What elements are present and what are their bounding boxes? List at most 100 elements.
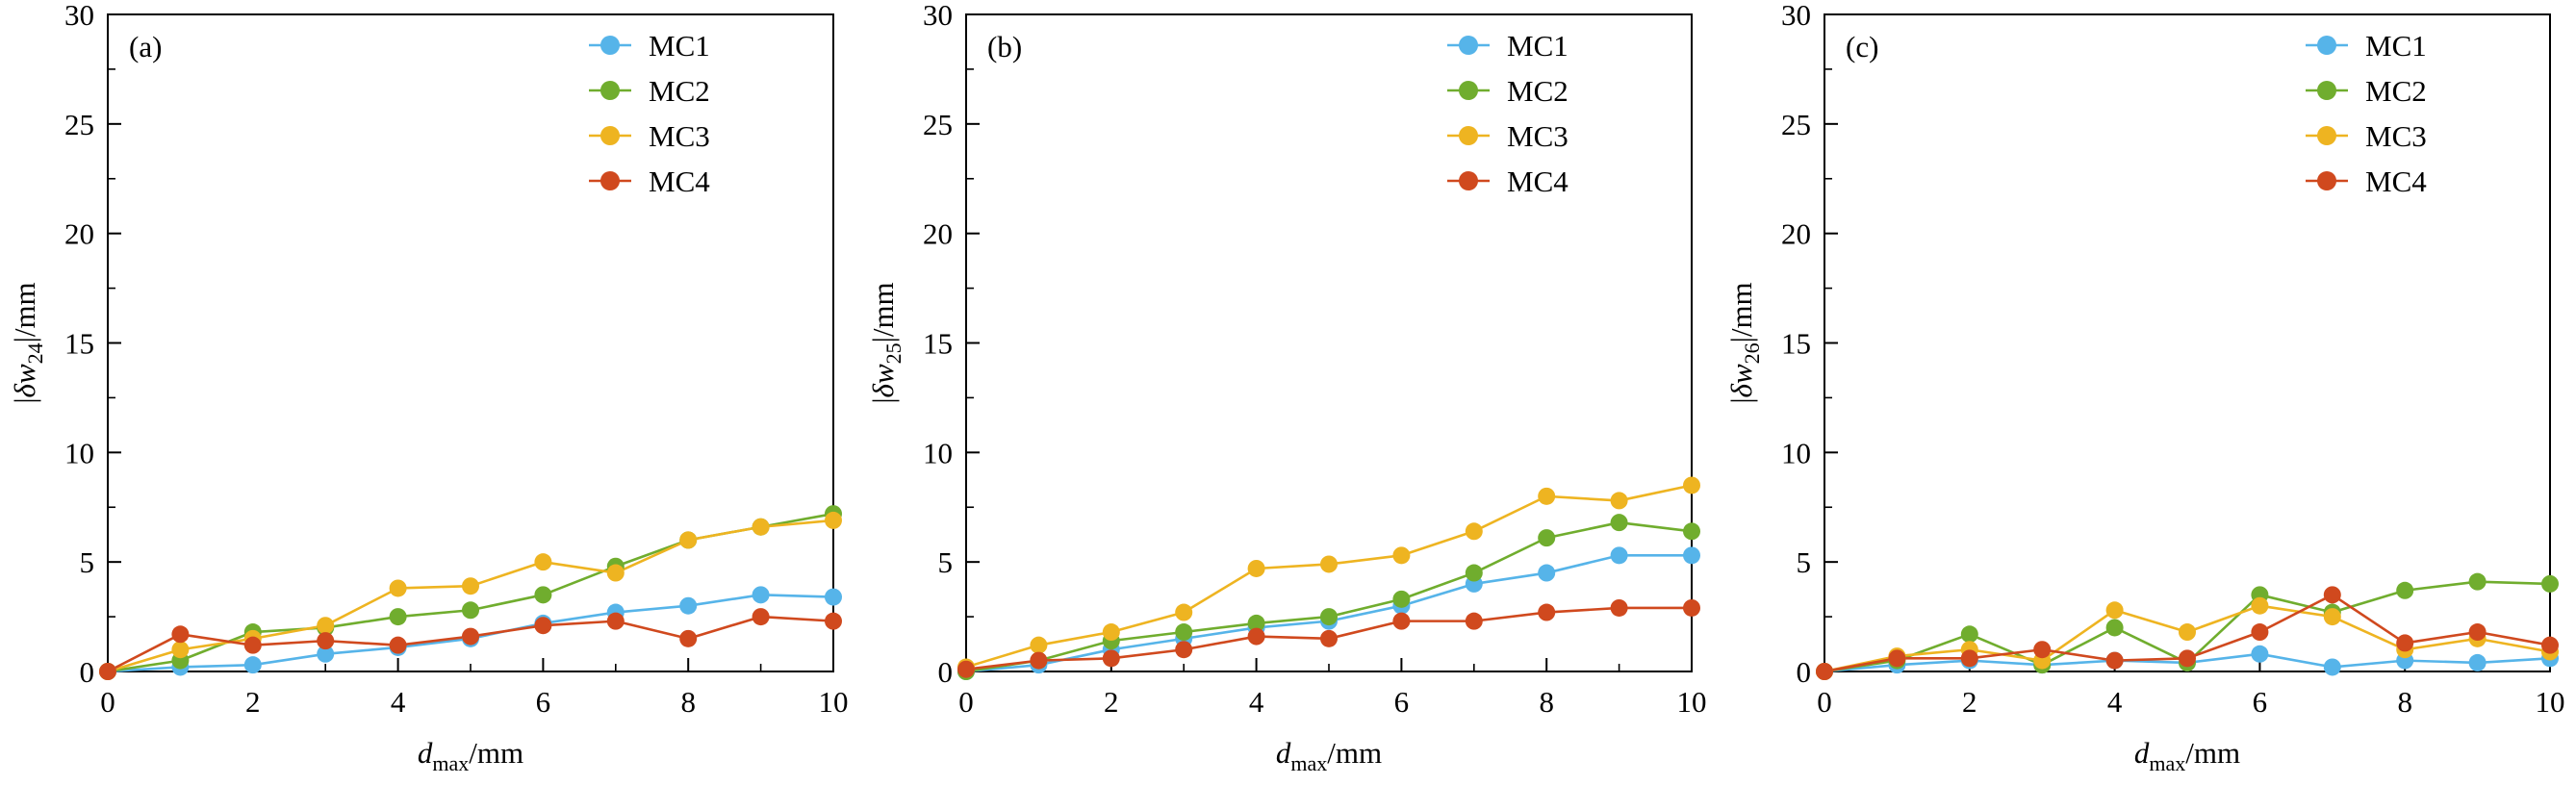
x-tick-label: 10 <box>2536 685 2565 719</box>
data-point-MC4 <box>389 636 407 654</box>
data-point-MC4 <box>1683 598 1700 617</box>
data-point-MC4 <box>2541 636 2559 654</box>
data-point-MC3 <box>2179 623 2196 642</box>
data-point-MC1 <box>2251 645 2269 663</box>
data-point-MC3 <box>171 641 190 659</box>
data-point-MC3 <box>1320 555 1338 573</box>
data-point-MC4 <box>2105 651 2124 670</box>
data-point-MC3 <box>606 564 625 582</box>
x-axis-label: dmax/mm <box>418 736 523 775</box>
legend-marker <box>2317 81 2336 100</box>
legend-marker <box>1459 81 1478 100</box>
data-point-MC2 <box>1610 514 1628 532</box>
data-point-MC3 <box>1392 546 1411 565</box>
y-tick-label: 10 <box>1781 436 1811 469</box>
legend-label: MC4 <box>649 165 710 198</box>
data-point-MC4 <box>1320 629 1338 647</box>
chart-b: 0 2 4 6 8 10 0 5 10 15 20 25 30 (b) MC1 MC2 MC3 MC4 dmax/m… <box>866 0 1707 775</box>
x-tick-label: 4 <box>391 685 406 719</box>
legend-label: MC2 <box>1507 74 1569 108</box>
data-point-MC3 <box>534 553 552 571</box>
x-tick-label: 8 <box>1539 685 1554 719</box>
x-tick-label: 10 <box>1677 685 1707 719</box>
data-point-MC3 <box>317 617 335 635</box>
legend-marker <box>1459 126 1478 145</box>
y-tick-label: 15 <box>1781 327 1811 361</box>
data-point-MC4 <box>462 627 479 646</box>
legend-marker <box>600 36 620 55</box>
x-tick-label: 8 <box>680 685 696 719</box>
legend-label: MC3 <box>1507 119 1569 153</box>
panel-label: (a) <box>129 30 162 63</box>
data-point-MC2 <box>2105 619 2124 637</box>
data-point-MC4 <box>2323 586 2341 604</box>
legend-label: MC3 <box>2365 119 2427 153</box>
data-point-MC3 <box>1538 487 1556 505</box>
data-point-MC4 <box>2179 649 2196 668</box>
series-line-MC3 <box>106 519 835 673</box>
data-point-MC4 <box>1610 598 1628 617</box>
data-point-MC1 <box>243 656 262 674</box>
x-tick-label: 0 <box>100 685 115 719</box>
data-point-MC2 <box>1392 590 1411 608</box>
data-point-MC2 <box>1538 529 1556 547</box>
data-point-MC3 <box>1610 492 1628 510</box>
data-point-MC4 <box>1247 627 1265 646</box>
chart-panel-1: 0 2 4 6 8 10 0 5 10 15 20 25 30 (b) MC1 MC2 MC3 MC4 dmax/m… <box>858 0 1717 780</box>
legend-marker <box>600 171 620 190</box>
panel-label: (b) <box>987 30 1022 63</box>
data-point-MC2 <box>1175 623 1193 642</box>
y-axis-label: |δw24|/mm <box>8 282 47 403</box>
data-point-MC2 <box>2396 581 2414 599</box>
legend-label: MC1 <box>649 29 710 63</box>
y-tick-label: 25 <box>1781 108 1811 141</box>
data-point-MC2 <box>1683 522 1700 541</box>
data-point-MC2 <box>389 608 407 626</box>
legend-label: MC4 <box>1507 165 1569 198</box>
y-axis-label: |δw26|/mm <box>1724 282 1764 403</box>
data-point-MC2 <box>2468 572 2487 591</box>
chart-a: 0 2 4 6 8 10 0 5 10 15 20 25 30 (a) MC1 MC2 MC3 MC4 dmax/m… <box>8 0 849 775</box>
y-axis-label: |δw25|/mm <box>866 282 905 403</box>
data-point-MC4 <box>1888 649 1906 668</box>
data-point-MC4 <box>752 608 770 626</box>
y-tick-label: 30 <box>1781 0 1811 32</box>
data-point-MC1 <box>752 586 770 604</box>
data-point-MC4 <box>1102 649 1120 668</box>
y-tick-label: 0 <box>80 655 95 689</box>
y-tick-label: 30 <box>64 0 94 32</box>
data-point-MC1 <box>317 645 335 663</box>
data-point-MC3 <box>1030 636 1048 654</box>
x-tick-label: 4 <box>2107 685 2123 719</box>
legend-label: MC3 <box>649 119 710 153</box>
data-point-MC1 <box>1610 546 1628 565</box>
data-point-MC1 <box>1538 564 1556 582</box>
axes-box <box>107 13 834 672</box>
data-point-MC4 <box>2251 623 2269 642</box>
data-point-MC4 <box>1465 612 1483 630</box>
y-tick-label: 0 <box>1797 655 1812 689</box>
legend-label: MC1 <box>1507 29 1569 63</box>
data-point-MC4 <box>957 660 975 678</box>
data-point-MC4 <box>534 617 552 635</box>
data-point-MC4 <box>1816 663 1833 680</box>
data-point-MC4 <box>2468 623 2487 642</box>
data-point-MC1 <box>1683 546 1700 565</box>
data-point-MC3 <box>462 577 479 595</box>
x-tick-label: 2 <box>1962 685 1977 719</box>
x-tick-label: 0 <box>1817 685 1832 719</box>
data-point-MC3 <box>1102 623 1120 642</box>
y-tick-label: 25 <box>64 108 94 141</box>
legend-label: MC1 <box>2365 29 2427 63</box>
legend-marker <box>600 126 620 145</box>
y-tick-label: 20 <box>64 217 94 251</box>
data-point-MC2 <box>462 601 479 620</box>
data-point-MC4 <box>1538 603 1556 621</box>
data-point-MC2 <box>534 586 552 604</box>
data-point-MC4 <box>1175 641 1193 659</box>
data-point-MC4 <box>243 636 262 654</box>
data-point-MC4 <box>679 629 698 647</box>
x-tick-label: 2 <box>245 685 261 719</box>
x-tick-label: 10 <box>819 685 849 719</box>
